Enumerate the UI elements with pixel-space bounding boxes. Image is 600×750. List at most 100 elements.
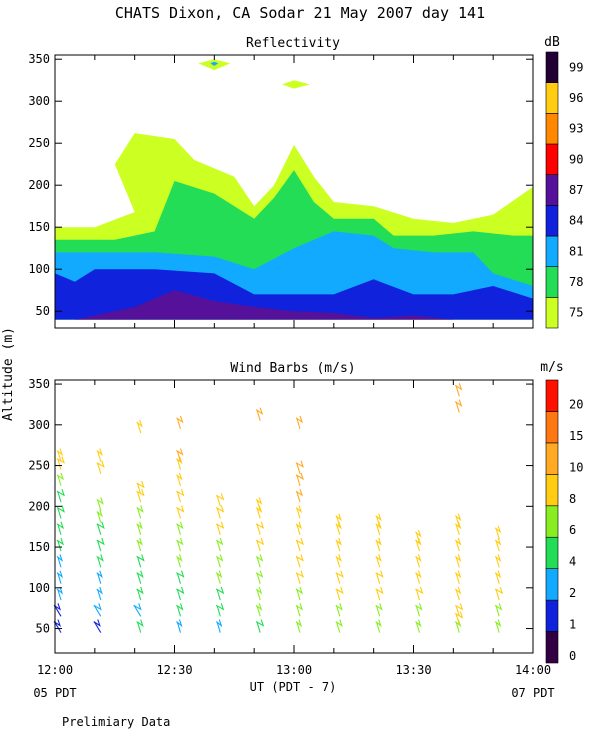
wind-colorbar-unit: m/s	[540, 360, 563, 375]
wind-barb	[56, 505, 65, 519]
wind-barb	[215, 521, 225, 535]
wind-barb	[295, 603, 304, 617]
wind-barb	[494, 537, 502, 552]
reflectivity-contour-fills	[55, 59, 533, 320]
wind-colorbar-label: 15	[569, 429, 583, 443]
wind-barb	[295, 415, 304, 430]
wind-barb	[335, 603, 343, 617]
reflectivity-y-axis: 50 100 150 200 250 300 350	[28, 52, 533, 318]
wind-barb	[255, 570, 264, 584]
reflectivity-island-1	[282, 80, 310, 89]
wind-barb	[215, 505, 225, 519]
wind-barb	[375, 537, 382, 552]
wind-colorbar-swatch	[545, 411, 559, 444]
wind-barb	[454, 603, 464, 617]
wind-barb	[56, 537, 65, 552]
wind-barb	[56, 554, 64, 568]
wind-barb	[375, 619, 382, 633]
reflectivity-y-tick-label: 50	[36, 304, 50, 318]
wind-barb	[93, 603, 102, 617]
wind-barb	[96, 570, 103, 584]
wind-barb	[454, 383, 463, 397]
wind-barb	[56, 472, 65, 487]
wind-barb	[295, 472, 304, 487]
wind-colorbar-label: 6	[569, 523, 576, 537]
wind-colorbar-swatch	[545, 568, 559, 601]
wind-barb	[136, 554, 145, 568]
wind-barb	[454, 586, 462, 601]
wind-barb	[96, 448, 103, 462]
wind-barb	[335, 619, 343, 633]
wind-barb	[136, 537, 143, 552]
wind-barb	[415, 619, 422, 633]
wind-barb	[295, 521, 303, 535]
wind-barb	[176, 505, 185, 519]
wind-barb	[96, 521, 105, 535]
x-sub-label-start: 05 PDT	[33, 686, 76, 700]
reflectivity-colorbar-label: 96	[569, 91, 583, 105]
wind-barb	[295, 586, 304, 601]
wind-barb	[255, 537, 265, 552]
wind-barb	[56, 586, 64, 601]
reflectivity-y-tick-label: 150	[28, 220, 50, 234]
wind-colorbar-swatch	[545, 474, 559, 507]
reflectivity-colorbar-label: 87	[569, 183, 583, 197]
wind-barb	[255, 407, 264, 421]
wind-barb	[375, 513, 382, 527]
wind-barb	[415, 537, 422, 552]
reflectivity-colorbar-label: 84	[569, 214, 583, 228]
wind-colorbar-swatch	[545, 536, 559, 569]
reflectivity-colorbar-swatch	[545, 51, 559, 83]
wind-barb	[415, 529, 422, 544]
wind-barb	[176, 456, 183, 470]
wind-barb	[96, 460, 105, 474]
wind-colorbar-label: 4	[569, 555, 576, 569]
wind-barb	[215, 493, 225, 507]
wind-barb	[375, 586, 384, 601]
wind-barb	[56, 456, 65, 470]
wind-barb	[375, 570, 384, 584]
wind-barb	[53, 619, 62, 633]
wind-barb	[176, 603, 184, 617]
wind-colorbar-swatch	[545, 442, 559, 475]
reflectivity-colorbar: 75 78 81 84 87 90 93 96 99	[545, 51, 583, 329]
reflectivity-y-tick-label: 100	[28, 262, 50, 276]
wind-barb	[255, 603, 263, 617]
reflectivity-island-2	[210, 61, 219, 66]
x-sub-label-end: 07 PDT	[511, 686, 554, 700]
wind-barb	[375, 603, 383, 617]
wind-colorbar-swatch	[545, 379, 559, 412]
wind-barb	[295, 570, 304, 584]
wind-barb	[415, 570, 422, 584]
wind-barb	[215, 554, 224, 568]
wind-barb	[176, 521, 184, 535]
wind-plot-frame	[54, 379, 534, 654]
wind-colorbar-swatch	[545, 505, 559, 538]
wind-barb	[415, 586, 424, 601]
wind-barb	[96, 537, 105, 552]
wind-barb	[494, 603, 503, 617]
reflectivity-y-tick-label: 350	[28, 52, 50, 66]
wind-barb	[255, 554, 264, 568]
wind-barb	[454, 537, 462, 552]
reflectivity-y-tick-label: 250	[28, 136, 50, 150]
reflectivity-colorbar-unit: dB	[544, 35, 560, 50]
reflectivity-colorbar-swatch	[545, 297, 559, 329]
wind-y-tick-label: 250	[28, 459, 50, 473]
wind-y-axis: 50 100 150 200 250 300 350	[28, 377, 533, 636]
wind-barb	[415, 603, 423, 617]
wind-barb	[93, 619, 102, 633]
wind-colorbar-label: 1	[569, 618, 576, 632]
wind-barb	[136, 586, 144, 601]
wind-barb	[295, 619, 303, 633]
reflectivity-colorbar-label: 75	[569, 306, 583, 320]
wind-barb	[295, 489, 304, 503]
wind-barb	[136, 419, 143, 434]
reflectivity-y-tick-label: 300	[28, 94, 50, 108]
wind-barb	[136, 505, 144, 519]
wind-barb	[335, 513, 342, 527]
wind-barb	[335, 554, 342, 568]
wind-barb	[335, 537, 342, 552]
wind-colorbar-label: 2	[569, 586, 576, 600]
wind-barb	[295, 505, 303, 519]
